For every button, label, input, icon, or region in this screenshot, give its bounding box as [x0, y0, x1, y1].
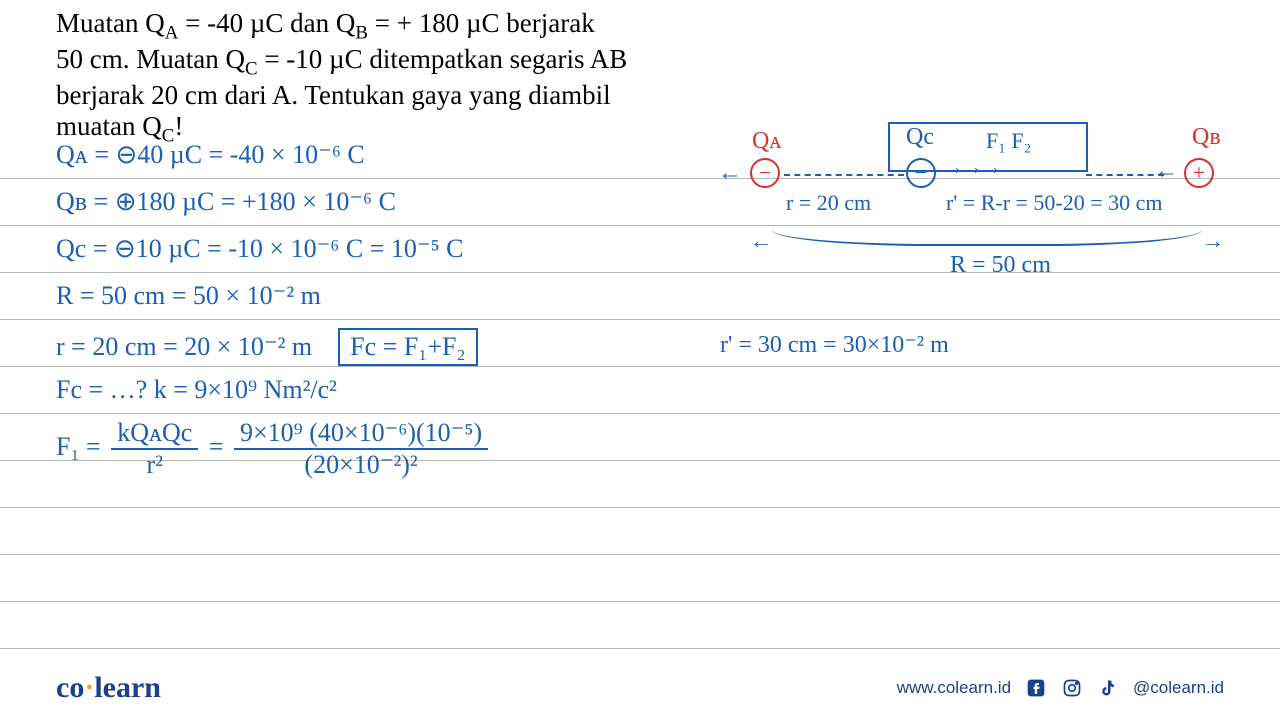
arrow-left-qb: ←: [1154, 158, 1178, 185]
arrow-left-qa: ←: [718, 160, 742, 187]
logo-co: co: [56, 671, 84, 704]
footer: co·learn www.colearn.id @colearn.id: [0, 668, 1280, 708]
r30-line: r' = 30 cm = 30×10⁻² m: [720, 330, 949, 359]
fraction-2: 9×10⁹ (40×10⁻⁶)(10⁻⁵) (20×10⁻²)²: [234, 418, 488, 480]
frac2-bot: (20×10⁻²)²: [298, 450, 423, 480]
qa-sign: −: [759, 160, 771, 186]
f1-label: F₁ =: [56, 432, 101, 461]
R-underline: [772, 230, 1202, 246]
force-diagram: Qᴀ Qc F₁ F₂ Qʙ − ← − →→→ ← + r = 20 cm r…: [690, 130, 1250, 330]
subA: A: [165, 22, 179, 43]
fraction-1: kQᴀQc r²: [111, 418, 198, 480]
logo: co·learn: [56, 671, 161, 705]
work-line-3: Qc = ⊖10 µC = -10 × 10⁻⁶ C = 10⁻⁵ C: [56, 234, 464, 264]
dash-qc-qb: [1086, 174, 1164, 176]
qa-label: Qᴀ: [752, 128, 781, 155]
frac2-top: 9×10⁹ (40×10⁻⁶)(10⁻⁵): [234, 418, 488, 450]
problem-l4a: muatan Q: [56, 111, 162, 141]
problem-l2b: = -10 µC ditempatkan segaris AB: [258, 44, 628, 74]
dash-qa-qc: [784, 174, 904, 176]
footer-handle: @colearn.id: [1133, 678, 1224, 698]
work-line-1: Qᴀ = ⊖40 µC = -40 × 10⁻⁶ C: [56, 140, 365, 170]
qb-charge: +: [1184, 158, 1214, 188]
work-line-7: F₁ = kQᴀQc r² = 9×10⁹ (40×10⁻⁶)(10⁻⁵) (2…: [56, 418, 492, 480]
problem-l4b: !: [174, 111, 183, 141]
qb-sign: +: [1193, 160, 1205, 186]
qc-label: Qc: [906, 124, 934, 151]
logo-learn: learn: [94, 671, 161, 704]
footer-right: www.colearn.id @colearn.id: [897, 677, 1224, 699]
problem-l2a: 50 cm. Muatan Q: [56, 44, 245, 74]
qb-label: Qʙ: [1192, 124, 1221, 151]
qa-charge: −: [750, 158, 780, 188]
subC: C: [245, 59, 258, 80]
f-arrows: →→→: [942, 154, 999, 180]
problem-l1c: = + 180 µC berjarak: [368, 8, 595, 38]
problem-statement: Muatan QA = -40 µC dan QB = + 180 µC ber…: [56, 8, 880, 147]
logo-dot: ·: [84, 671, 94, 704]
qc-charge: −: [906, 158, 936, 188]
frac1-top: kQᴀQc: [111, 418, 198, 450]
problem-l3: berjarak 20 cm dari A. Tentukan gaya yan…: [56, 80, 611, 110]
R50-label: R = 50 cm: [950, 252, 1051, 279]
footer-url: www.colearn.id: [897, 678, 1011, 698]
tiktok-icon: [1097, 677, 1119, 699]
f1f2-label: F₁ F₂: [986, 128, 1031, 154]
R-left-arrow: ←: [750, 228, 772, 254]
eq: =: [209, 432, 224, 461]
rprime-label: r' = R-r = 50-20 = 30 cm: [946, 190, 1163, 216]
problem-l1b: = -40 µC dan Q: [178, 8, 355, 38]
facebook-icon: [1025, 677, 1047, 699]
subB: B: [355, 22, 368, 43]
r20-label: r = 20 cm: [786, 190, 871, 216]
work-line-4: R = 50 cm = 50 × 10⁻² m: [56, 281, 321, 311]
instagram-icon: [1061, 677, 1083, 699]
qc-sign: −: [915, 160, 927, 186]
frac1-bot: r²: [141, 450, 169, 480]
work-line-6: Fc = …? k = 9×10⁹ Nm²/c²: [56, 375, 337, 405]
problem-l1a: Muatan Q: [56, 8, 165, 38]
work-line-2: Qʙ = ⊕180 µC = +180 × 10⁻⁶ C: [56, 187, 396, 217]
work-line-5: r = 20 cm = 20 × 10⁻² m Fc = F₁+F₂: [56, 328, 478, 366]
fc-box: Fc = F₁+F₂: [338, 328, 477, 366]
work-l5-text: r = 20 cm = 20 × 10⁻² m: [56, 332, 312, 361]
R-right-arrow: →: [1202, 228, 1224, 254]
